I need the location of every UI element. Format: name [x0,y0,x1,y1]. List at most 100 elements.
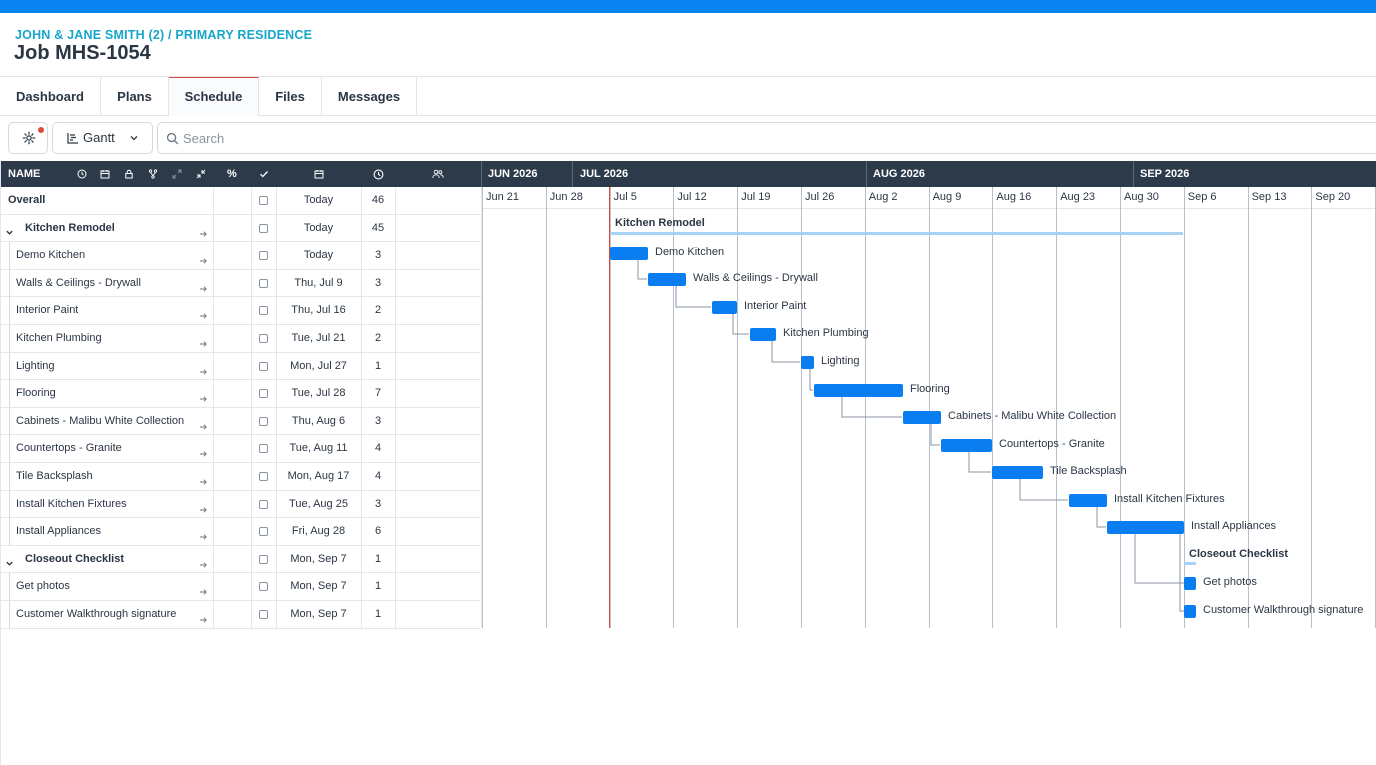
duration[interactable]: 45 [371,221,385,234]
chevron-down-icon[interactable] [5,224,14,235]
gantt-bar[interactable] [941,439,992,452]
arrow-right-icon[interactable] [199,556,208,574]
done-checkbox[interactable] [259,278,268,288]
settings-button[interactable] [8,122,48,154]
task-name[interactable]: Overall [8,194,46,206]
overall-row[interactable]: Overall Today 46 [0,187,482,215]
duration[interactable]: 1 [374,580,382,593]
done-checkbox[interactable] [259,499,268,509]
table-row[interactable]: Get photos Mon, Sep 7 1 [0,573,482,601]
duration[interactable]: 2 [374,304,382,317]
start-date[interactable]: Mon, Sep 7 [290,580,347,593]
duration[interactable]: 7 [374,387,382,400]
check-icon[interactable] [259,169,269,179]
gantt-bar[interactable] [903,411,941,424]
table-row[interactable]: Demo Kitchen Today 3 [0,242,482,270]
task-name[interactable]: Walls & Ceilings - Drywall [16,276,141,289]
start-date[interactable]: Mon, Sep 7 [290,552,347,565]
done-checkbox[interactable] [259,306,268,316]
start-date[interactable]: Tue, Aug 11 [289,442,348,455]
gantt-bar[interactable] [610,247,648,260]
duration[interactable]: 4 [374,442,382,455]
start-date[interactable]: Mon, Sep 7 [290,608,347,620]
group-row[interactable]: Kitchen Remodel Today 45 [0,214,482,243]
done-checkbox[interactable] [259,361,268,371]
arrow-right-icon[interactable] [199,252,208,270]
gantt-group-bar[interactable] [610,232,1183,235]
duration[interactable]: 4 [374,470,382,482]
duration[interactable]: 3 [374,497,382,510]
breadcrumb[interactable]: JOHN & JANE SMITH (2) / PRIMARY RESIDENC… [15,28,313,42]
task-name[interactable]: Flooring [16,387,56,400]
table-row[interactable]: Customer Walkthrough signature Mon, Sep 7… [0,601,482,629]
task-name[interactable]: Customer Walkthrough signature [16,608,177,620]
arrow-right-icon[interactable] [199,335,208,353]
gantt-bar[interactable] [814,384,903,397]
start-date[interactable]: Today [303,249,334,262]
table-row[interactable]: Lighting Mon, Jul 27 1 [0,352,482,381]
gantt-bar[interactable] [1184,605,1196,618]
duration[interactable]: 3 [374,414,382,427]
gantt-group-bar[interactable] [1184,562,1196,565]
duration[interactable]: 6 [374,525,382,538]
task-name[interactable]: Kitchen Plumbing [16,332,102,344]
duration[interactable]: 1 [374,552,382,565]
expand-icon[interactable] [172,169,182,179]
arrow-right-icon[interactable] [199,363,208,381]
gantt-bar[interactable] [1184,577,1196,590]
task-name[interactable]: Get photos [16,580,70,593]
table-row[interactable]: Walls & Ceilings - Drywall Thu, Jul 9 3 [0,269,482,298]
start-date[interactable]: Fri, Aug 28 [291,525,346,538]
done-checkbox[interactable] [259,527,268,537]
arrow-right-icon[interactable] [199,473,208,491]
start-date[interactable]: Today [303,194,334,206]
calendar-icon[interactable] [314,169,324,179]
done-checkbox[interactable] [259,582,268,592]
gantt-bar[interactable] [1069,494,1107,507]
table-row[interactable]: Kitchen Plumbing Tue, Jul 21 2 [0,325,482,353]
duration[interactable]: 1 [374,608,382,620]
done-checkbox[interactable] [259,334,268,343]
tab-schedule[interactable]: Schedule [169,77,259,116]
done-checkbox[interactable] [259,416,268,426]
task-name[interactable]: Kitchen Remodel [25,221,115,234]
done-checkbox[interactable] [259,251,268,261]
clock-icon[interactable] [373,169,384,180]
gantt-bar[interactable] [1107,521,1184,534]
duration[interactable]: 3 [374,249,382,262]
tab-messages[interactable]: Messages [322,77,417,116]
users-icon[interactable] [432,169,444,179]
task-name[interactable]: Countertops - Granite [16,442,122,455]
gantt-bar[interactable] [648,273,686,286]
duration[interactable]: 1 [374,359,382,372]
arrow-right-icon[interactable] [199,307,208,325]
done-checkbox[interactable] [259,196,268,205]
start-date[interactable]: Thu, Aug 6 [291,414,346,427]
task-name[interactable]: Closeout Checklist [25,552,125,565]
task-name[interactable]: Cabinets - Malibu White Collection [16,414,185,427]
start-date[interactable]: Mon, Jul 27 [290,359,347,372]
arrow-right-icon[interactable] [199,445,208,463]
gantt-bar[interactable] [712,301,737,314]
arrow-right-icon[interactable] [199,390,208,408]
branch-icon[interactable] [148,169,158,179]
table-row[interactable]: Interior Paint Thu, Jul 16 2 [0,297,482,325]
arrow-right-icon[interactable] [199,611,208,629]
arrow-right-icon[interactable] [199,418,208,436]
done-checkbox[interactable] [259,472,268,481]
table-row[interactable]: Install Appliances Fri, Aug 28 6 [0,518,482,546]
start-date[interactable]: Today [303,221,334,234]
gantt-bar[interactable] [750,328,776,341]
start-date[interactable]: Mon, Aug 17 [287,470,350,482]
duration[interactable]: 2 [374,332,382,344]
done-checkbox[interactable] [259,554,268,564]
column-header-percent[interactable]: % [227,168,237,180]
done-checkbox[interactable] [259,444,268,454]
done-checkbox[interactable] [259,389,268,399]
table-row[interactable]: Countertops - Granite Tue, Aug 11 4 [0,435,482,463]
start-date[interactable]: Thu, Jul 9 [294,276,343,289]
done-checkbox[interactable] [259,223,268,233]
task-name[interactable]: Install Kitchen Fixtures [16,497,127,510]
task-name[interactable]: Lighting [16,359,55,372]
search-input[interactable]: Search [157,122,1376,154]
